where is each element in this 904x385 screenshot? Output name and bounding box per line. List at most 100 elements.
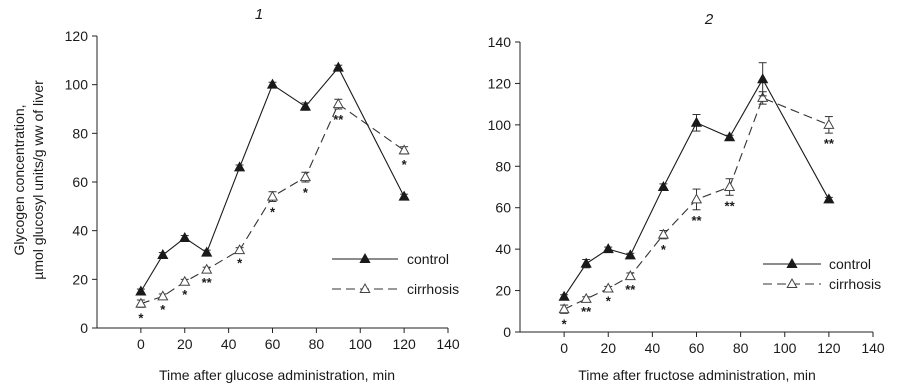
panel-2-series-control-point [580, 257, 592, 268]
panel-2-series-control-point [558, 290, 570, 301]
panel-2-series-cirrhosis-significance-mark: * [606, 294, 612, 309]
panel-1-series-cirrhosis-significance-mark: * [182, 287, 188, 302]
panel-2-legend-control-marker [786, 257, 798, 268]
panel-2-series-cirrhosis-significance-mark: * [661, 242, 667, 257]
y-axis-label-line-2: µmol glucosyl units/g ww of liver [30, 80, 46, 280]
panel-2-x-tick-label: 100 [773, 340, 797, 356]
panel-1-x-axis-label: Time after glucose administration, min [159, 367, 395, 383]
panel-2-x-tick-label: 40 [645, 340, 661, 356]
panel-2-legend-cirrhosis-marker [786, 277, 798, 288]
panel-1-series-control-point [233, 161, 246, 172]
panel-1-y-tick-label: 120 [65, 28, 89, 44]
panel-2-series-cirrhosis-significance-mark: ** [725, 198, 736, 213]
panel-1-series-cirrhosis-significance-mark: * [237, 256, 243, 271]
panel-1-series-cirrhosis-significance-mark: * [138, 310, 144, 325]
panel-1-series-control-point [157, 248, 169, 259]
panel-2-y-tick-label: 100 [488, 117, 512, 133]
panel-2-y-tick-label: 80 [495, 158, 511, 174]
panel-1-series-control-point [179, 231, 191, 242]
y-axis-label-line-1: Glycogen concentration, [11, 105, 27, 256]
panel-2-series-cirrhosis-point [624, 270, 636, 281]
panel-1-series-control-point [299, 100, 312, 111]
panel-1-series-cirrhosis-point [233, 244, 246, 255]
panel-2-series-control-point [723, 131, 736, 142]
panel-1-glucose: 0 20 40 60 80 100 120 0 20 40 60 80 100 120 140 1 Time a… [65, 6, 460, 383]
panel-2-x-tick-label: 120 [817, 340, 841, 356]
panel-1-y-tick-label: 20 [72, 271, 88, 287]
panel-2-series-control-point [624, 249, 636, 260]
panel-2-title: 2 [704, 11, 714, 28]
panel-2-series-cirrhosis-point [580, 292, 592, 303]
panel-2-series-control-point [602, 243, 614, 254]
panel-2-series-cirrhosis-significance-mark: ** [581, 304, 592, 319]
panel-2-series-cirrhosis-point [602, 282, 614, 293]
panel-2-x-tick-label: 20 [600, 340, 616, 356]
panel-1-series-cirrhosis-point [332, 98, 344, 109]
panel-2-series-cirrhosis-point [723, 180, 736, 191]
panel-2-y-tick-label: 120 [488, 75, 512, 91]
panel-2-series-cirrhosis-significance-mark: ** [691, 213, 702, 228]
panel-2-series-cirrhosis-point [690, 193, 703, 204]
panel-1-series-cirrhosis-significance-mark: ** [333, 112, 344, 127]
panel-1-x-tick-label: 120 [392, 336, 416, 352]
panel-2-series-control-point [690, 116, 703, 127]
panel-1-series-control-point [332, 61, 344, 72]
panel-2-series-control-point [757, 73, 769, 84]
panel-2-x-tick-label: 140 [861, 340, 885, 356]
panel-1-series-cirrhosis-significance-mark: * [402, 157, 408, 172]
panel-1-series-cirrhosis-significance-mark: ** [202, 275, 213, 290]
panel-1-x-tick-label: 0 [137, 336, 145, 352]
panel-1-series-cirrhosis-point [179, 275, 191, 286]
panel-1-x-tick-label: 60 [265, 336, 281, 352]
panel-2-series-cirrhosis-point [657, 228, 670, 239]
panel-1-x-tick-label: 20 [177, 336, 193, 352]
panel-1-y-tick-label: 0 [80, 320, 88, 336]
panel-2-series-cirrhosis-significance-mark: * [562, 316, 568, 331]
panel-1-x-tick-label: 140 [436, 336, 460, 352]
panel-1-series-cirrhosis-significance-mark: * [303, 185, 309, 200]
panel-2-x-tick-label: 80 [733, 340, 749, 356]
panel-1-x-tick-label: 40 [221, 336, 237, 352]
panel-1-legend-cirrhosis-label: cirrhosis [407, 281, 459, 297]
panel-2-legend-control-label: control [829, 256, 871, 272]
panel-2-legend-cirrhosis-label: cirrhosis [829, 276, 881, 292]
panel-1-y-tick-label: 100 [65, 77, 89, 93]
panel-1-x-tick-label: 80 [309, 336, 325, 352]
panel-2-series-control-point [823, 193, 835, 204]
panel-2-y-tick-label: 40 [495, 241, 511, 257]
panel-1-title: 1 [255, 6, 263, 23]
panel-2-y-tick-label: 0 [503, 324, 511, 340]
panel-1-series-cirrhosis-point [157, 290, 169, 301]
panel-2-series-cirrhosis-point [823, 118, 835, 129]
panel-2-series-cirrhosis-significance-mark: ** [625, 282, 636, 297]
panel-1-series-cirrhosis-significance-mark: * [270, 204, 276, 219]
panel-2-y-tick-label: 60 [495, 200, 511, 216]
panel-2-x-tick-label: 60 [689, 340, 705, 356]
panel-2-y-tick-label: 20 [495, 283, 511, 299]
panel-1-x-tick-label: 100 [349, 336, 373, 352]
panel-1-series-control-point [201, 246, 213, 257]
panel-2-y-tick-label: 140 [488, 34, 512, 50]
panel-1-series-cirrhosis-point [201, 263, 213, 274]
panel-2-series-cirrhosis-point [558, 303, 570, 314]
panel-1-series-cirrhosis-significance-mark: * [160, 302, 166, 317]
panel-1-legend-control-label: control [407, 251, 449, 267]
panel-2-series-control-point [657, 180, 670, 191]
panel-1-series-cirrhosis-point [299, 171, 312, 182]
panel-1-legend-control-marker [359, 252, 371, 263]
panel-1-series-cirrhosis-point [135, 297, 147, 308]
panel-2-fructose: 0 20 40 60 80 100 120 140 0 20 40 60 80 100 120 140 2 Tim… [488, 11, 885, 383]
panel-1-y-tick-label: 60 [72, 174, 88, 190]
panel-2-series-cirrhosis-point [757, 91, 769, 102]
panel-1-y-tick-label: 80 [72, 125, 88, 141]
panel-1-series-control-point [398, 190, 410, 201]
panel-1-series-cirrhosis-point [266, 190, 279, 201]
panel-1-series-cirrhosis-point [398, 144, 410, 155]
panel-1-series-control-point [135, 285, 147, 296]
panel-1-y-tick-label: 40 [72, 223, 88, 239]
panel-2-x-axis-label: Time after fructose administration, min [578, 367, 816, 383]
panel-1-legend-cirrhosis-marker [359, 282, 371, 293]
panel-2-series-cirrhosis-significance-mark: ** [824, 136, 835, 151]
panel-1-series-control-point [266, 78, 279, 89]
